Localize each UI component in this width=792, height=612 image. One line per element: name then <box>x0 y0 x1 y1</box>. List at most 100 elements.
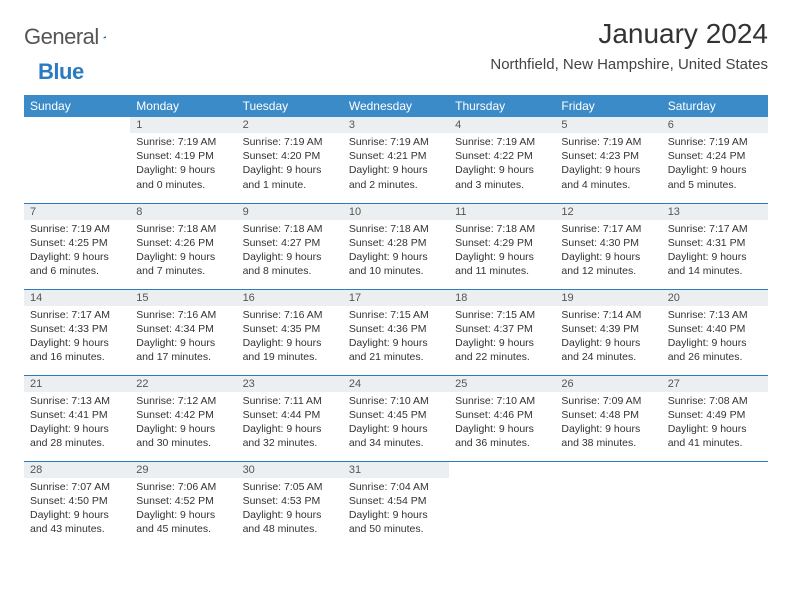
sunrise-text: Sunrise: 7:14 AM <box>561 308 655 322</box>
calendar-cell: 22Sunrise: 7:12 AMSunset: 4:42 PMDayligh… <box>130 375 236 461</box>
sunrise-text: Sunrise: 7:13 AM <box>668 308 762 322</box>
sunset-text: Sunset: 4:26 PM <box>136 236 230 250</box>
daylight-text-1: Daylight: 9 hours <box>668 163 762 177</box>
day-body: Sunrise: 7:08 AMSunset: 4:49 PMDaylight:… <box>662 392 768 455</box>
day-number: 30 <box>237 462 343 478</box>
day-number: 31 <box>343 462 449 478</box>
daylight-text-2: and 16 minutes. <box>30 350 124 364</box>
sunset-text: Sunset: 4:49 PM <box>668 408 762 422</box>
daylight-text-1: Daylight: 9 hours <box>668 250 762 264</box>
day-number: 7 <box>24 204 130 220</box>
daylight-text-2: and 48 minutes. <box>243 522 337 536</box>
day-body: Sunrise: 7:19 AMSunset: 4:19 PMDaylight:… <box>130 133 236 196</box>
daylight-text-1: Daylight: 9 hours <box>668 422 762 436</box>
sunrise-text: Sunrise: 7:07 AM <box>30 480 124 494</box>
daylight-text-2: and 36 minutes. <box>455 436 549 450</box>
title-block: January 2024 Northfield, New Hampshire, … <box>490 18 768 73</box>
day-body: Sunrise: 7:19 AMSunset: 4:24 PMDaylight:… <box>662 133 768 196</box>
daylight-text-2: and 28 minutes. <box>30 436 124 450</box>
calendar-cell: 19Sunrise: 7:14 AMSunset: 4:39 PMDayligh… <box>555 289 661 375</box>
daylight-text-2: and 45 minutes. <box>136 522 230 536</box>
day-number: 19 <box>555 290 661 306</box>
daylight-text-1: Daylight: 9 hours <box>668 336 762 350</box>
daylight-text-2: and 6 minutes. <box>30 264 124 278</box>
day-body: Sunrise: 7:09 AMSunset: 4:48 PMDaylight:… <box>555 392 661 455</box>
brand-text-1: General <box>24 24 99 50</box>
weekday-sun: Sunday <box>24 95 130 117</box>
day-body: Sunrise: 7:19 AMSunset: 4:23 PMDaylight:… <box>555 133 661 196</box>
day-body: Sunrise: 7:15 AMSunset: 4:36 PMDaylight:… <box>343 306 449 369</box>
sunrise-text: Sunrise: 7:19 AM <box>136 135 230 149</box>
calendar-cell: 1Sunrise: 7:19 AMSunset: 4:19 PMDaylight… <box>130 117 236 203</box>
daylight-text-2: and 2 minutes. <box>349 178 443 192</box>
sunrise-text: Sunrise: 7:19 AM <box>455 135 549 149</box>
weekday-mon: Monday <box>130 95 236 117</box>
daylight-text-1: Daylight: 9 hours <box>243 250 337 264</box>
day-number: 28 <box>24 462 130 478</box>
daylight-text-1: Daylight: 9 hours <box>30 422 124 436</box>
calendar-cell: 26Sunrise: 7:09 AMSunset: 4:48 PMDayligh… <box>555 375 661 461</box>
weekday-tue: Tuesday <box>237 95 343 117</box>
day-number: 27 <box>662 376 768 392</box>
day-number: 21 <box>24 376 130 392</box>
daylight-text-1: Daylight: 9 hours <box>455 336 549 350</box>
daylight-text-1: Daylight: 9 hours <box>136 250 230 264</box>
daylight-text-1: Daylight: 9 hours <box>561 336 655 350</box>
sunset-text: Sunset: 4:52 PM <box>136 494 230 508</box>
daylight-text-1: Daylight: 9 hours <box>561 422 655 436</box>
daylight-text-2: and 34 minutes. <box>349 436 443 450</box>
day-body: Sunrise: 7:07 AMSunset: 4:50 PMDaylight:… <box>24 478 130 541</box>
calendar-cell: 13Sunrise: 7:17 AMSunset: 4:31 PMDayligh… <box>662 203 768 289</box>
sunset-text: Sunset: 4:29 PM <box>455 236 549 250</box>
daylight-text-2: and 0 minutes. <box>136 178 230 192</box>
daylight-text-1: Daylight: 9 hours <box>243 336 337 350</box>
day-body: Sunrise: 7:18 AMSunset: 4:29 PMDaylight:… <box>449 220 555 283</box>
daylight-text-2: and 32 minutes. <box>243 436 337 450</box>
calendar-cell: 9Sunrise: 7:18 AMSunset: 4:27 PMDaylight… <box>237 203 343 289</box>
logo-triangle-icon <box>103 30 106 44</box>
day-body: Sunrise: 7:19 AMSunset: 4:25 PMDaylight:… <box>24 220 130 283</box>
daylight-text-1: Daylight: 9 hours <box>136 336 230 350</box>
daylight-text-2: and 10 minutes. <box>349 264 443 278</box>
daylight-text-1: Daylight: 9 hours <box>136 422 230 436</box>
day-body: Sunrise: 7:17 AMSunset: 4:31 PMDaylight:… <box>662 220 768 283</box>
day-body: Sunrise: 7:10 AMSunset: 4:45 PMDaylight:… <box>343 392 449 455</box>
sunset-text: Sunset: 4:21 PM <box>349 149 443 163</box>
brand-logo: General <box>24 24 125 50</box>
day-number: 25 <box>449 376 555 392</box>
calendar-week: 1Sunrise: 7:19 AMSunset: 4:19 PMDaylight… <box>24 117 768 203</box>
daylight-text-2: and 30 minutes. <box>136 436 230 450</box>
weekday-header-row: Sunday Monday Tuesday Wednesday Thursday… <box>24 95 768 117</box>
sunrise-text: Sunrise: 7:18 AM <box>136 222 230 236</box>
sunset-text: Sunset: 4:46 PM <box>455 408 549 422</box>
calendar-cell <box>555 461 661 547</box>
calendar-cell: 7Sunrise: 7:19 AMSunset: 4:25 PMDaylight… <box>24 203 130 289</box>
calendar-cell: 20Sunrise: 7:13 AMSunset: 4:40 PMDayligh… <box>662 289 768 375</box>
day-number: 16 <box>237 290 343 306</box>
day-number: 3 <box>343 117 449 133</box>
daylight-text-2: and 22 minutes. <box>455 350 549 364</box>
calendar-table: Sunday Monday Tuesday Wednesday Thursday… <box>24 95 768 547</box>
day-number: 5 <box>555 117 661 133</box>
daylight-text-2: and 7 minutes. <box>136 264 230 278</box>
calendar-cell: 2Sunrise: 7:19 AMSunset: 4:20 PMDaylight… <box>237 117 343 203</box>
daylight-text-1: Daylight: 9 hours <box>561 163 655 177</box>
day-number: 17 <box>343 290 449 306</box>
calendar-cell: 11Sunrise: 7:18 AMSunset: 4:29 PMDayligh… <box>449 203 555 289</box>
sunrise-text: Sunrise: 7:08 AM <box>668 394 762 408</box>
sunset-text: Sunset: 4:34 PM <box>136 322 230 336</box>
sunset-text: Sunset: 4:25 PM <box>30 236 124 250</box>
sunset-text: Sunset: 4:42 PM <box>136 408 230 422</box>
calendar-cell: 15Sunrise: 7:16 AMSunset: 4:34 PMDayligh… <box>130 289 236 375</box>
calendar-cell: 17Sunrise: 7:15 AMSunset: 4:36 PMDayligh… <box>343 289 449 375</box>
day-body: Sunrise: 7:16 AMSunset: 4:34 PMDaylight:… <box>130 306 236 369</box>
month-title: January 2024 <box>490 18 768 50</box>
daylight-text-1: Daylight: 9 hours <box>136 508 230 522</box>
day-number: 15 <box>130 290 236 306</box>
daylight-text-2: and 3 minutes. <box>455 178 549 192</box>
daylight-text-1: Daylight: 9 hours <box>349 508 443 522</box>
location-text: Northfield, New Hampshire, United States <box>490 56 768 73</box>
daylight-text-1: Daylight: 9 hours <box>243 422 337 436</box>
sunset-text: Sunset: 4:22 PM <box>455 149 549 163</box>
daylight-text-2: and 8 minutes. <box>243 264 337 278</box>
